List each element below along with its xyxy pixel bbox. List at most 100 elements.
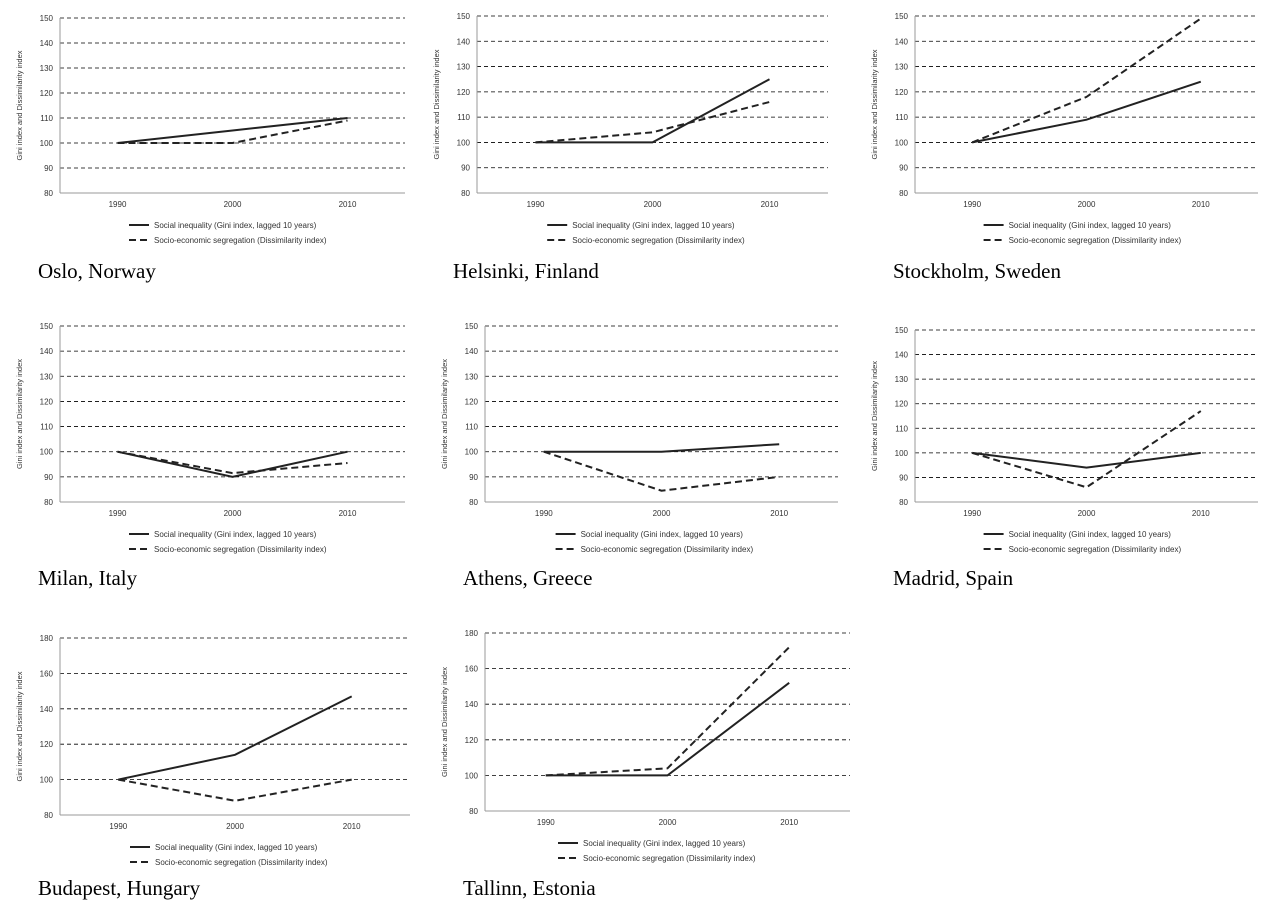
x-tick-label: 2000 [224,509,242,518]
y-tick-label: 100 [40,776,54,785]
y-tick-label: 110 [40,114,53,123]
y-tick-label: 130 [40,64,54,73]
y-tick-label: 150 [895,326,909,335]
series-line-dissimilarity [535,101,770,144]
chart-panel-milan-italy: 80 90 100 110 120 130 140 150 1990 2000 2010 Gini i… [5,318,415,558]
y-axis-title: Gini index and Dissimilarity index [15,359,24,469]
chart-title-helsinki-finland: Helsinki, Finland [453,259,599,283]
legend-label-dissimilarity: Socio-economic segregation (Dissimilarit… [1009,236,1182,245]
series-line-dissimilarity [117,119,348,144]
legend-label-dissimilarity: Socio-economic segregation (Dissimilarit… [155,858,328,867]
x-tick-label: 1990 [527,200,545,209]
legend-label-dissimilarity: Socio-economic segregation (Dissimilarit… [572,236,745,245]
y-tick-label: 140 [40,39,54,48]
chart-panel-tallinn-estonia: 80 100 120 140 160 180 1990 2000 2010 Gini index … [430,625,850,865]
y-tick-label: 130 [895,63,909,72]
y-tick-label: 140 [457,37,471,46]
y-tick-label: 150 [457,12,471,21]
y-tick-label: 140 [40,347,54,356]
y-tick-label: 120 [40,740,54,749]
legend-label-gini: Social inequality (Gini index, lagged 10… [1009,221,1172,230]
y-tick-label: 120 [465,397,479,406]
y-tick-label: 80 [469,498,478,507]
legend-label-gini: Social inequality (Gini index, lagged 10… [1009,530,1172,539]
x-tick-label: 2000 [224,200,242,209]
y-tick-label: 140 [465,700,479,709]
series-line-dissimilarity [971,17,1202,144]
x-tick-label: 1990 [963,200,981,209]
y-tick-label: 150 [40,14,54,23]
y-tick-label: 150 [465,322,479,331]
y-tick-label: 90 [44,473,53,482]
y-tick-label: 120 [465,736,479,745]
y-tick-label: 80 [899,189,908,198]
y-tick-label: 100 [40,139,54,148]
y-tick-label: 140 [895,351,909,360]
y-tick-label: 90 [899,473,908,482]
legend-label-gini: Social inequality (Gini index, lagged 10… [581,530,744,539]
x-tick-label: 2010 [761,200,779,209]
y-axis-title: Gini index and Dissimilarity index [870,361,879,471]
y-tick-label: 120 [895,88,909,97]
chart-svg: 80 100 120 140 160 180 1990 2000 2010 Gini index … [15,634,410,867]
legend-label-gini: Social inequality (Gini index, lagged 10… [583,839,746,848]
x-tick-label: 2010 [1192,509,1210,518]
series-line-gini [535,78,770,144]
legend-label-gini: Social inequality (Gini index, lagged 10… [572,221,735,230]
y-tick-label: 120 [895,400,909,409]
x-tick-label: 2010 [339,509,357,518]
chart-panel-budapest-hungary: 80 100 120 140 160 180 1990 2000 2010 Gini index … [5,630,415,870]
x-tick-label: 2000 [644,200,662,209]
y-tick-label: 180 [465,629,479,638]
y-tick-label: 80 [899,498,908,507]
series-line-gini [972,451,1201,469]
chart-svg: 80 90 100 110 120 130 140 150 1990 2000 2010 Gini i… [440,322,838,554]
y-tick-label: 80 [44,498,53,507]
y-tick-label: 120 [457,88,471,97]
chart-title-oslo-norway: Oslo, Norway [38,259,156,283]
x-tick-label: 2000 [226,822,244,831]
chart-title-milan-italy: Milan, Italy [38,566,138,590]
x-tick-label: 2010 [780,818,798,827]
chart-panel-stockholm-sweden: 80 90 100 110 120 130 140 150 1990 2000 2010 Gini i… [860,8,1270,248]
x-tick-label: 1990 [963,509,981,518]
series-line-dissimilarity [971,410,1202,489]
series-line-dissimilarity [118,778,352,802]
chart-title-madrid-spain: Madrid, Spain [893,566,1014,590]
x-tick-label: 2000 [1078,200,1096,209]
chart-title-tallinn-estonia: Tallinn, Estonia [463,876,596,900]
y-axis-title: Gini index and Dissimilarity index [440,667,449,777]
x-tick-label: 1990 [109,200,127,209]
y-tick-label: 100 [895,449,909,458]
chart-svg: 80 90 100 110 120 130 140 150 1990 2000 2010 Gini i… [15,322,405,554]
x-tick-label: 1990 [109,822,127,831]
y-axis-title: Gini index and Dissimilarity index [870,49,879,159]
series-line-dissimilarity [117,450,348,475]
y-tick-label: 110 [457,113,470,122]
y-tick-label: 120 [40,89,54,98]
chart-svg: 80 100 120 140 160 180 1990 2000 2010 Gini index … [440,629,850,863]
legend-label-dissimilarity: Socio-economic segregation (Dissimilarit… [1009,545,1182,554]
chart-title-athens-greece: Athens, Greece [463,566,593,590]
legend-label-dissimilarity: Socio-economic segregation (Dissimilarit… [581,545,754,554]
y-tick-label: 160 [40,669,54,678]
y-axis-title: Gini index and Dissimilarity index [15,50,24,160]
y-tick-label: 110 [465,423,478,432]
legend-label-dissimilarity: Socio-economic segregation (Dissimilarit… [583,854,756,863]
y-tick-label: 80 [44,189,53,198]
y-tick-label: 130 [457,63,471,72]
x-tick-label: 2010 [339,200,357,209]
series-line-gini [117,117,348,144]
y-axis-title: Gini index and Dissimilarity index [15,671,24,781]
chart-svg: 80 90 100 110 120 130 140 150 1990 2000 2010 Gini i… [432,12,828,245]
y-tick-label: 130 [895,375,909,384]
y-tick-label: 100 [895,138,909,147]
x-tick-label: 1990 [109,509,127,518]
y-tick-label: 140 [40,705,54,714]
y-tick-label: 110 [895,424,908,433]
series-line-gini [972,80,1202,144]
y-tick-label: 140 [895,37,909,46]
series-line-dissimilarity [543,450,780,492]
x-tick-label: 2000 [659,818,677,827]
chart-svg: 80 90 100 110 120 130 140 150 1990 2000 2010 Gini i… [870,326,1258,554]
